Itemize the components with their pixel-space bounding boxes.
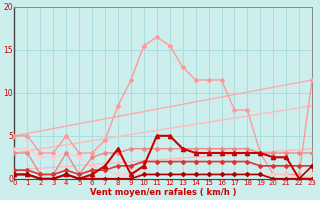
- X-axis label: Vent moyen/en rafales ( km/h ): Vent moyen/en rafales ( km/h ): [90, 188, 236, 197]
